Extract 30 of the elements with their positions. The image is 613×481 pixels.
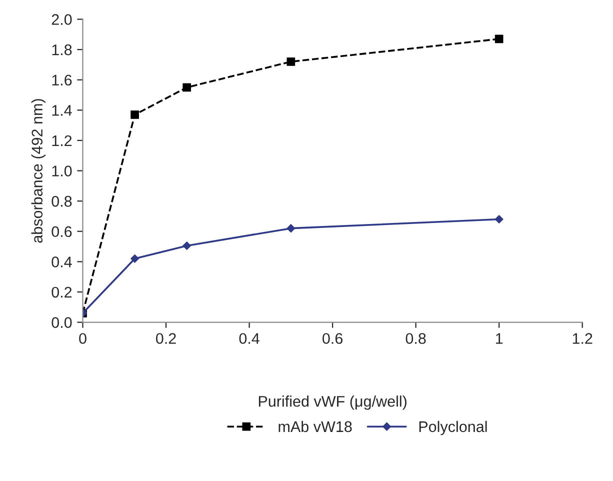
point (286, 224, 296, 232)
y-tick-label: 0.8 (52, 196, 72, 207)
x-tick-label: 0.2 (156, 333, 176, 344)
legend-label: Polyclonal (419, 420, 487, 436)
legend-label: mAb vW18 (278, 420, 352, 432)
y-tick-label: 1.6 (52, 74, 72, 86)
point (286, 57, 296, 66)
x-tick-label: 1 (496, 333, 503, 344)
y-tick-label: 1.2 (52, 135, 72, 146)
y-tick-label: 0.4 (52, 256, 72, 268)
point (182, 242, 191, 250)
y-tick-label: 0.6 (52, 226, 72, 238)
y-tick-label: 0.2 (52, 286, 72, 298)
y-axis-title: absorbance (492 nm) (31, 99, 46, 243)
x-tick-label: 1.2 (572, 333, 592, 344)
point (494, 215, 504, 224)
x-tick-label: 0.8 (406, 333, 426, 344)
point (130, 110, 139, 119)
y-tick-label: 1.4 (52, 105, 72, 116)
point (494, 34, 504, 44)
point (182, 83, 192, 92)
x-tick-label: 0.4 (239, 333, 260, 344)
x-tick-label: 0.6 (322, 333, 342, 344)
point (130, 254, 139, 263)
y-tick-label: 1.0 (52, 166, 72, 176)
y-tick-label: 1.8 (52, 44, 72, 56)
x-tick-label: 0 (79, 333, 86, 344)
x-axis-title: Purified vWF (μg/well) (258, 396, 406, 410)
y-tick-label: 0.0 (52, 317, 72, 328)
y-tick-label: 2.0 (52, 14, 72, 25)
